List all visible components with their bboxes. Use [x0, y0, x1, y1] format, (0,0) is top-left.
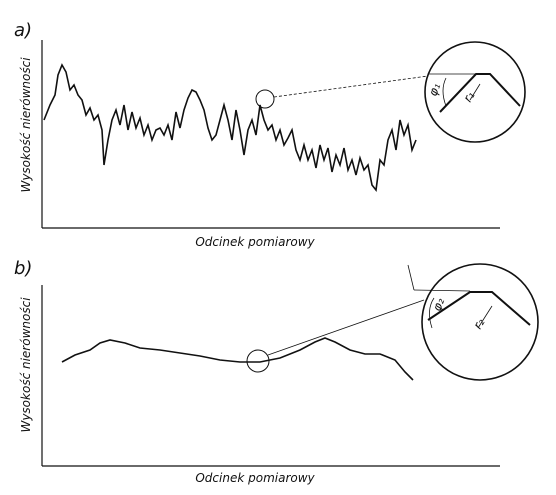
- ref-line: [413, 289, 471, 292]
- profile: [43, 63, 417, 192]
- detail-profile: [427, 291, 531, 326]
- profile: [61, 337, 414, 381]
- x-axis-label: Odcinek pomiarowy: [195, 471, 315, 485]
- panel-b: b) Wysokość nierówności Odcinek pomiarow…: [14, 258, 539, 485]
- panel-a: a) Wysokość nierówności Odcinek pomiarow…: [14, 20, 526, 249]
- panel-label: a): [14, 20, 32, 41]
- detail-label: r₁: [460, 89, 477, 105]
- y-axis-label: Wysokość nierówności: [19, 57, 33, 193]
- detail-label: r₂: [470, 316, 487, 332]
- detail-profile: [439, 73, 521, 113]
- detail-circle: [421, 263, 539, 381]
- leader-line: [273, 75, 429, 98]
- radius-line: [469, 83, 481, 101]
- leader-line: [267, 299, 425, 356]
- detail-label: φ₁: [426, 81, 444, 98]
- x-axis-label: Odcinek pomiarowy: [195, 235, 315, 249]
- arrow-line: [407, 264, 415, 291]
- y-axis-label: Wysokość nierówności: [19, 297, 33, 433]
- radius-line: [477, 305, 493, 329]
- angle-arc: [429, 297, 435, 329]
- angle-arc: [442, 77, 447, 107]
- panel-label: b): [14, 258, 32, 279]
- detail-marker: [246, 349, 270, 373]
- detail-marker: [255, 89, 275, 109]
- detail-circle: [424, 41, 526, 143]
- detail-label: φ₂: [430, 296, 448, 313]
